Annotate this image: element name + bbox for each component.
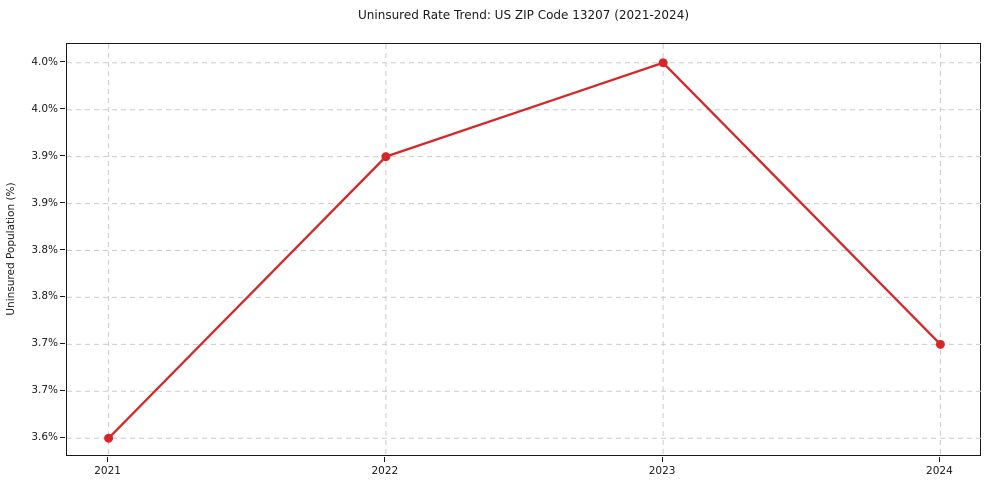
y-tick-mark	[60, 295, 65, 298]
x-tick-label: 2023	[648, 465, 676, 477]
y-tick-label: 3.6%	[31, 431, 58, 444]
x-tick-mark	[384, 457, 386, 462]
data-point-2023	[658, 58, 668, 68]
chart-title: Uninsured Rate Trend: US ZIP Code 13207 …	[357, 8, 690, 22]
y-tick-label: 3.7%	[31, 337, 58, 350]
y-tick-mark	[60, 61, 65, 63]
y-tick-mark	[60, 248, 65, 251]
y-tick-mark	[60, 201, 65, 204]
y-tick-mark	[60, 342, 65, 344]
plot-area	[66, 43, 982, 457]
x-tick-mark	[106, 457, 109, 462]
chart-canvas	[67, 44, 982, 457]
x-tick-label: 2024	[926, 465, 953, 477]
y-tick-mark	[60, 436, 65, 438]
data-point-2022	[381, 152, 391, 162]
y-tick-label: 3.7%	[31, 384, 58, 397]
x-tick-mark	[661, 457, 663, 462]
y-tick-label: 3.9%	[31, 196, 58, 209]
x-tick-label: 2022	[371, 465, 399, 477]
y-tick-mark	[60, 108, 65, 110]
data-point-2021	[104, 433, 114, 443]
trend-line	[107, 61, 942, 440]
x-tick-label: 2021	[94, 465, 121, 477]
y-tick-label: 3.8%	[31, 290, 58, 303]
x-tick-mark	[938, 457, 940, 462]
y-tick-label: 4.0%	[31, 102, 58, 115]
y-tick-mark	[60, 155, 65, 157]
y-tick-label: 3.8%	[31, 243, 58, 256]
data-point-2024	[935, 339, 945, 349]
y-tick-label: 3.9%	[31, 149, 58, 162]
y-tick-label: 4.0%	[31, 55, 58, 68]
y-tick-mark	[60, 389, 65, 391]
